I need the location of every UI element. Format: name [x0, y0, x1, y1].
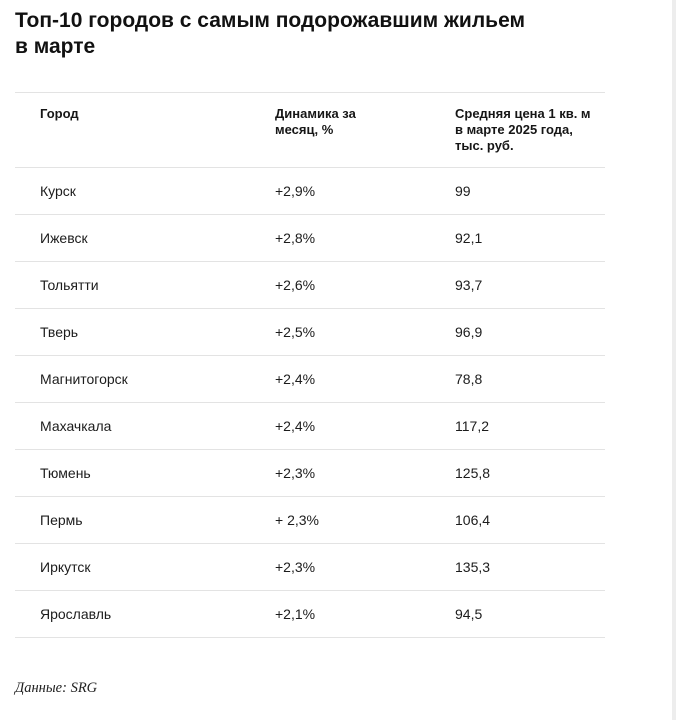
dynamics-cell: +2,1% [275, 590, 455, 638]
page-title-line-2: в марте [15, 35, 96, 58]
table-head: Город Динамика за месяц, % Средняя цена … [15, 92, 605, 168]
table-row: Тольятти +2,6% 93,7 [15, 261, 605, 309]
table-row: Ижевск +2,8% 92,1 [15, 214, 605, 262]
city-cell: Курск [15, 167, 275, 215]
dynamics-cell: +2,9% [275, 167, 455, 215]
price-cell: 93,7 [455, 261, 605, 309]
data-source-caption: Данные: SRG [15, 680, 98, 696]
table-row: Тюмень +2,3% 125,8 [15, 449, 605, 497]
city-cell: Ярославль [15, 590, 275, 638]
page-right-edge [672, 0, 676, 720]
city-cell: Тольятти [15, 261, 275, 309]
dynamics-cell: + 2,3% [275, 496, 455, 544]
price-cell: 125,8 [455, 449, 605, 497]
column-header-price: Средняя цена 1 кв. м в марте 2025 года, … [455, 92, 605, 168]
price-cell: 96,9 [455, 308, 605, 356]
column-header-dynamics-label: Динамика за месяц, % [275, 106, 356, 137]
city-cell: Тюмень [15, 449, 275, 497]
table-row: Тверь +2,5% 96,9 [15, 308, 605, 356]
price-cell: 94,5 [455, 590, 605, 638]
dynamics-cell: +2,4% [275, 402, 455, 450]
table-row: Иркутск +2,3% 135,3 [15, 543, 605, 591]
city-cell: Ижевск [15, 214, 275, 262]
column-header-dynamics: Динамика за месяц, % [275, 92, 455, 168]
dynamics-cell: +2,3% [275, 449, 455, 497]
page-title-line-1: Топ-10 городов с самым подорожавшим жиль… [15, 9, 526, 32]
table-row: Пермь + 2,3% 106,4 [15, 496, 605, 544]
price-cell: 117,2 [455, 402, 605, 450]
city-cell: Иркутск [15, 543, 275, 591]
price-cell: 99 [455, 167, 605, 215]
column-header-city: Город [15, 92, 275, 168]
dynamics-cell: +2,4% [275, 355, 455, 403]
table-body: Курск +2,9% 99 Ижевск +2,8% 92,1 Тольятти +2,6%… [15, 167, 605, 638]
table-row: Магнитогорск +2,4% 78,8 [15, 355, 605, 403]
table-header-row: Город Динамика за месяц, % Средняя цена … [15, 92, 605, 168]
table-row: Махачкала +2,4% 117,2 [15, 402, 605, 450]
top10-cities-table: Город Динамика за месяц, % Средняя цена … [15, 92, 605, 638]
city-cell: Тверь [15, 308, 275, 356]
price-cell: 135,3 [455, 543, 605, 591]
article-container: Топ-10 городов с самым подорожавшим жиль… [15, 8, 656, 696]
table-row: Курск +2,9% 99 [15, 167, 605, 215]
price-cell: 78,8 [455, 355, 605, 403]
city-cell: Пермь [15, 496, 275, 544]
dynamics-cell: +2,3% [275, 543, 455, 591]
price-cell: 106,4 [455, 496, 605, 544]
dynamics-cell: +2,8% [275, 214, 455, 262]
dynamics-cell: +2,5% [275, 308, 455, 356]
table-row: Ярославль +2,1% 94,5 [15, 590, 605, 638]
column-header-city-label: Город [40, 106, 79, 121]
city-cell: Махачкала [15, 402, 275, 450]
price-cell: 92,1 [455, 214, 605, 262]
page-title: Топ-10 городов с самым подорожавшим жиль… [15, 8, 656, 60]
city-cell: Магнитогорск [15, 355, 275, 403]
dynamics-cell: +2,6% [275, 261, 455, 309]
column-header-price-label: Средняя цена 1 кв. м в марте 2025 года, … [455, 106, 591, 153]
